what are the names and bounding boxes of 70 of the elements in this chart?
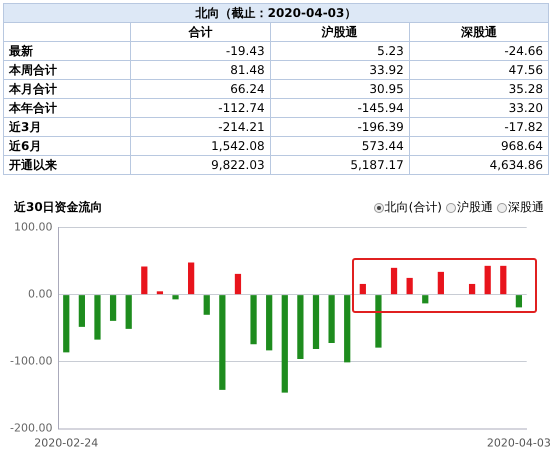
data-label: 4,634.86 xyxy=(409,156,548,174)
data-label: 573.44 xyxy=(270,136,410,156)
bar xyxy=(360,284,366,294)
bar xyxy=(484,266,491,294)
bar xyxy=(297,295,304,360)
bar xyxy=(344,295,350,362)
bar xyxy=(312,295,320,349)
bar xyxy=(390,268,398,294)
bar xyxy=(422,295,428,304)
bar xyxy=(266,295,272,350)
bar xyxy=(78,295,85,327)
y-tick-label: -100.00 xyxy=(10,354,52,368)
bar xyxy=(234,274,242,294)
data-label: 9,822.03 xyxy=(130,156,270,174)
chart-title: 近30日资金流向 xyxy=(14,199,103,216)
text: 北向(合计) xyxy=(384,199,442,216)
data-label: 66.24 xyxy=(130,80,270,98)
bar xyxy=(63,295,70,352)
bar xyxy=(188,262,194,294)
data-label: -19.43 xyxy=(130,42,270,60)
bar xyxy=(438,272,444,294)
data-label: 1,542.08 xyxy=(130,136,270,156)
chart-title: 北向（截止：2020-04-03） xyxy=(4,4,548,22)
data-label: -145.94 xyxy=(270,98,410,118)
bar xyxy=(406,278,413,294)
bar xyxy=(141,266,148,294)
bar xyxy=(328,295,335,343)
bar xyxy=(375,295,382,348)
bar xyxy=(126,295,132,329)
data-label: 33.92 xyxy=(270,60,410,80)
x-tick-label: 深股通 xyxy=(409,22,548,42)
data-label: 35.28 xyxy=(409,80,548,98)
y-tick-label: -200.00 xyxy=(10,422,52,435)
text: 沪股通 xyxy=(456,199,493,216)
data-label: 30.95 xyxy=(270,80,410,98)
data-label: 81.48 xyxy=(130,60,270,80)
x-tick-label: 沪股通 xyxy=(270,22,410,42)
data-label: -112.74 xyxy=(130,98,270,118)
bar xyxy=(204,295,210,315)
data-label: -214.21 xyxy=(130,118,270,136)
y-tick-label: 本年合计 xyxy=(4,98,131,118)
bar xyxy=(500,266,506,294)
bar xyxy=(282,295,288,393)
x-tick-label: 2020-04-03 xyxy=(486,436,551,450)
data-label: 5,187.17 xyxy=(270,156,410,174)
bar xyxy=(219,295,226,390)
data-label: 5.23 xyxy=(270,42,410,60)
data-label: -24.66 xyxy=(409,42,548,60)
x-tick-label: 2020-02-24 xyxy=(34,436,98,450)
bar xyxy=(516,295,522,308)
bar xyxy=(94,295,101,340)
bar xyxy=(250,295,257,344)
data-label: 968.64 xyxy=(409,136,548,156)
data-label: 47.56 xyxy=(409,60,548,80)
data-label: -196.39 xyxy=(270,118,410,136)
data-label: 33.20 xyxy=(409,98,548,118)
y-tick-label: 最新 xyxy=(4,42,131,60)
bar xyxy=(110,295,116,321)
y-tick-label: 开通以来 xyxy=(4,156,131,174)
text: 深股通 xyxy=(507,199,544,216)
y-tick-label: 100.00 xyxy=(14,220,52,234)
data-label: -17.82 xyxy=(409,118,548,136)
y-tick-label: 0.00 xyxy=(28,288,52,301)
y-tick-label: 本周合计 xyxy=(4,60,131,80)
x-tick-label: 合计 xyxy=(130,22,270,42)
y-tick-label: 本月合计 xyxy=(4,80,131,98)
bar xyxy=(468,284,476,294)
y-tick-label: 近3月 xyxy=(4,118,131,136)
bar xyxy=(172,295,179,300)
y-tick-label: 近6月 xyxy=(4,136,131,156)
